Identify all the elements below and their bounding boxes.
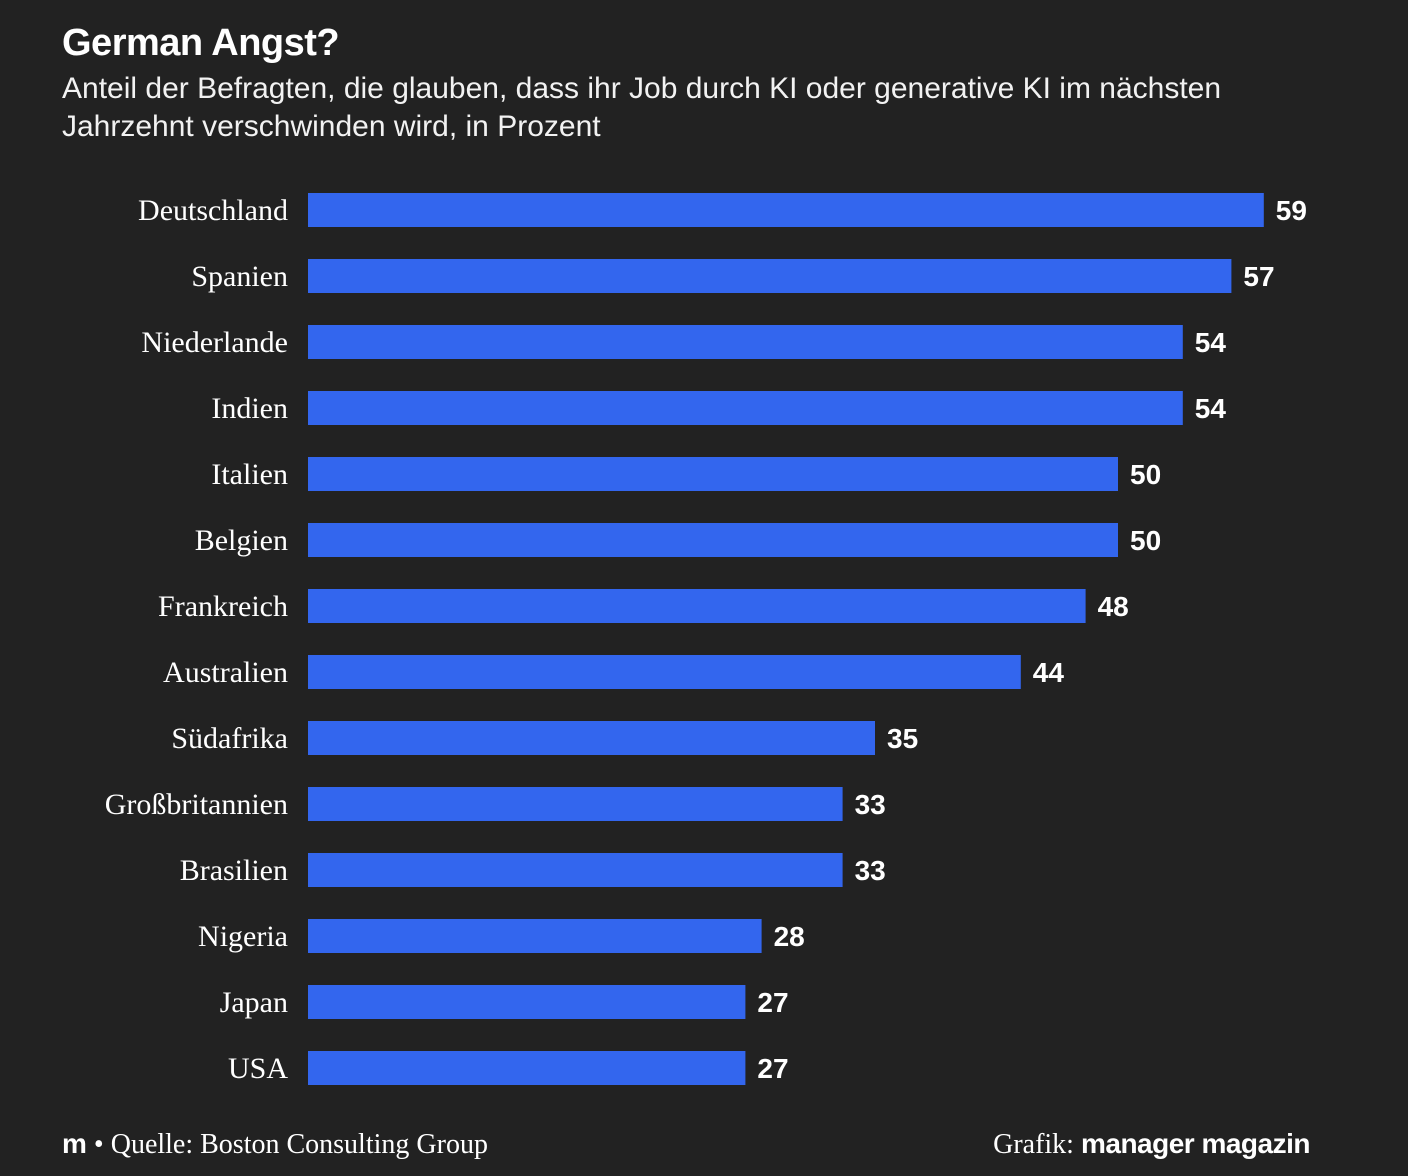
bar bbox=[308, 589, 1086, 623]
value-label: 54 bbox=[1195, 327, 1227, 358]
category-label: Spanien bbox=[191, 260, 288, 293]
category-label: Südafrika bbox=[171, 722, 288, 755]
value-label: 33 bbox=[855, 789, 886, 820]
bar bbox=[308, 919, 762, 953]
value-label: 59 bbox=[1276, 195, 1307, 226]
category-label: Niederlande bbox=[141, 326, 288, 359]
category-label: Belgien bbox=[195, 524, 288, 557]
bullet-separator: • bbox=[93, 1129, 104, 1160]
bar bbox=[308, 787, 843, 821]
bar bbox=[308, 523, 1118, 557]
chart-subtitle: Anteil der Befragten, die glauben, dass … bbox=[62, 72, 1222, 143]
bar bbox=[308, 325, 1183, 359]
credit-note: Grafik: manager magazin bbox=[993, 1128, 1310, 1161]
credit-prefix: Grafik: bbox=[993, 1129, 1074, 1160]
category-label: Australien bbox=[163, 656, 288, 689]
bar bbox=[308, 259, 1232, 293]
publisher-logo: m bbox=[62, 1128, 87, 1159]
chart-title: German Angst? bbox=[62, 22, 340, 64]
category-label: USA bbox=[228, 1052, 288, 1085]
bar bbox=[308, 1051, 746, 1085]
value-label: 50 bbox=[1130, 459, 1161, 490]
value-label: 44 bbox=[1033, 657, 1065, 688]
value-label: 54 bbox=[1195, 393, 1227, 424]
value-label: 27 bbox=[757, 987, 788, 1018]
category-label: Deutschland bbox=[138, 194, 288, 227]
value-label: 28 bbox=[774, 921, 805, 952]
bar bbox=[308, 391, 1183, 425]
category-label: Nigeria bbox=[198, 920, 288, 953]
category-label: Brasilien bbox=[180, 854, 288, 887]
category-label: Japan bbox=[220, 986, 288, 1019]
bar bbox=[308, 457, 1118, 491]
bar bbox=[308, 721, 875, 755]
value-label: 35 bbox=[887, 723, 918, 754]
bar-chart: Deutschland 59 Spanien 57 Niederlande 54 Indie… bbox=[105, 193, 1307, 1085]
bar bbox=[308, 853, 843, 887]
credit-brand: manager magazin bbox=[1080, 1128, 1311, 1159]
value-label: 27 bbox=[757, 1053, 788, 1084]
category-label: Frankreich bbox=[158, 590, 288, 623]
source-text: Quelle: Boston Consulting Group bbox=[110, 1129, 488, 1160]
category-label: Italien bbox=[211, 458, 288, 491]
bar bbox=[308, 655, 1021, 689]
value-label: 50 bbox=[1130, 525, 1161, 556]
bar bbox=[308, 193, 1264, 227]
value-label: 57 bbox=[1243, 261, 1274, 292]
bar bbox=[308, 985, 746, 1019]
category-label: Großbritannien bbox=[105, 788, 288, 821]
source-note: m • Quelle: Boston Consulting Group bbox=[62, 1128, 488, 1161]
category-label: Indien bbox=[211, 392, 288, 425]
value-label: 33 bbox=[855, 855, 886, 886]
value-label: 48 bbox=[1098, 591, 1129, 622]
